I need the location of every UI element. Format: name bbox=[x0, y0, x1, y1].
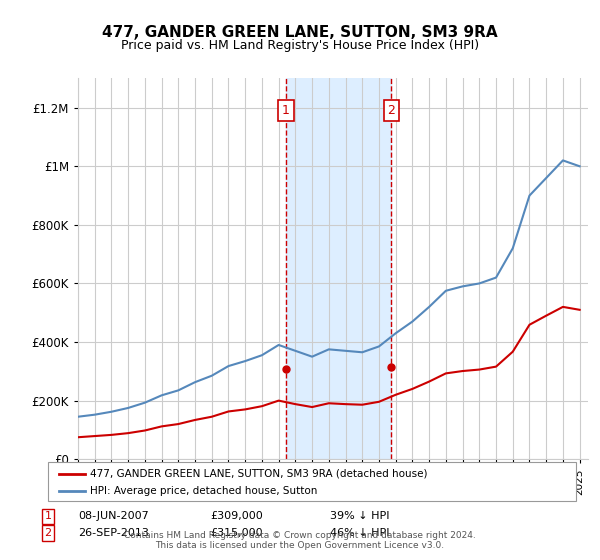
Text: 477, GANDER GREEN LANE, SUTTON, SM3 9RA (detached house): 477, GANDER GREEN LANE, SUTTON, SM3 9RA … bbox=[90, 469, 428, 479]
Text: 26-SEP-2013: 26-SEP-2013 bbox=[78, 528, 149, 538]
Text: 39% ↓ HPI: 39% ↓ HPI bbox=[330, 511, 389, 521]
Text: 1: 1 bbox=[44, 511, 52, 521]
Text: HPI: Average price, detached house, Sutton: HPI: Average price, detached house, Sutt… bbox=[90, 487, 317, 496]
Text: Contains HM Land Registry data © Crown copyright and database right 2024.
This d: Contains HM Land Registry data © Crown c… bbox=[124, 530, 476, 550]
Text: 2: 2 bbox=[387, 104, 395, 117]
FancyBboxPatch shape bbox=[48, 462, 576, 501]
Bar bbox=[286, 78, 391, 459]
Text: Price paid vs. HM Land Registry's House Price Index (HPI): Price paid vs. HM Land Registry's House … bbox=[121, 39, 479, 52]
Text: 08-JUN-2007: 08-JUN-2007 bbox=[78, 511, 149, 521]
Text: 477, GANDER GREEN LANE, SUTTON, SM3 9RA: 477, GANDER GREEN LANE, SUTTON, SM3 9RA bbox=[102, 25, 498, 40]
Text: £315,000: £315,000 bbox=[210, 528, 263, 538]
Text: 46% ↓ HPI: 46% ↓ HPI bbox=[330, 528, 389, 538]
Text: 2: 2 bbox=[44, 528, 52, 538]
Text: 1: 1 bbox=[282, 104, 290, 117]
Text: £309,000: £309,000 bbox=[210, 511, 263, 521]
